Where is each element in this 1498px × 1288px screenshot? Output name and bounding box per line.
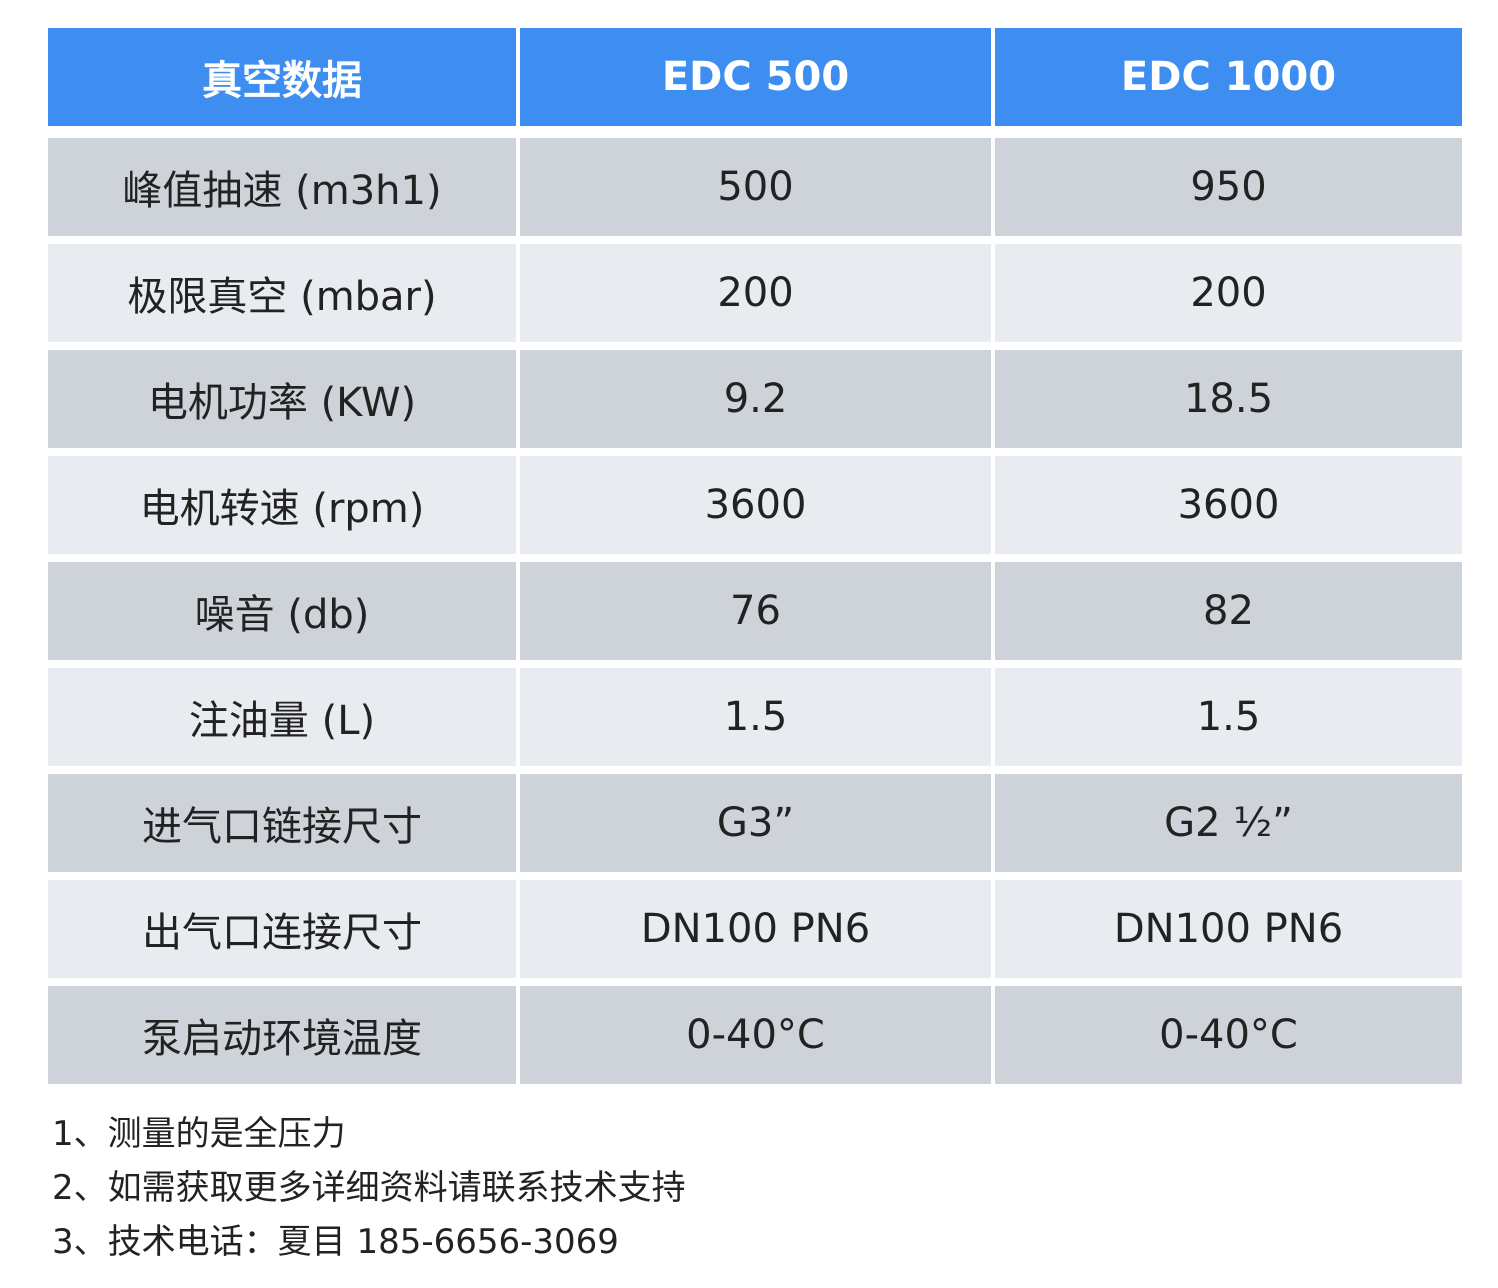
- row-value-edc500: 0-40°C: [520, 986, 991, 1084]
- row-label: 进气口链接尺寸: [48, 774, 516, 872]
- table-row: 噪音 (db) 76 82: [48, 562, 1462, 660]
- header-cell-edc500: EDC 500: [520, 28, 991, 126]
- footnote-item: 2、如需获取更多详细资料请联系技术支持: [52, 1168, 686, 1208]
- row-value-edc1000: 1.5: [995, 668, 1462, 766]
- header-cell-parameter: 真空数据: [48, 28, 516, 126]
- row-value-edc1000: 950: [995, 138, 1462, 236]
- footnote-item: 1、测量的是全压力: [52, 1114, 346, 1154]
- row-value-edc500: 200: [520, 244, 991, 342]
- row-label: 极限真空 (mbar): [48, 244, 516, 342]
- table-row: 出气口连接尺寸 DN100 PN6 DN100 PN6: [48, 880, 1462, 978]
- row-label: 泵启动环境温度: [48, 986, 516, 1084]
- table-row: 电机功率 (KW) 9.2 18.5: [48, 350, 1462, 448]
- row-value-edc500: 500: [520, 138, 991, 236]
- table-row: 注油量 (L) 1.5 1.5: [48, 668, 1462, 766]
- table-row: 极限真空 (mbar) 200 200: [48, 244, 1462, 342]
- table-row: 电机转速 (rpm) 3600 3600: [48, 456, 1462, 554]
- row-value-edc1000: 0-40°C: [995, 986, 1462, 1084]
- row-value-edc1000: 18.5: [995, 350, 1462, 448]
- row-label: 噪音 (db): [48, 562, 516, 660]
- row-label: 电机转速 (rpm): [48, 456, 516, 554]
- row-value-edc500: 76: [520, 562, 991, 660]
- row-value-edc1000: DN100 PN6: [995, 880, 1462, 978]
- row-label: 峰值抽速 (m3h1): [48, 138, 516, 236]
- footnote-item: 3、技术电话：夏目 185-6656-3069: [52, 1222, 619, 1262]
- row-value-edc1000: 200: [995, 244, 1462, 342]
- row-value-edc1000: 82: [995, 562, 1462, 660]
- header-cell-edc1000: EDC 1000: [995, 28, 1462, 126]
- row-label: 电机功率 (KW): [48, 350, 516, 448]
- row-value-edc500: DN100 PN6: [520, 880, 991, 978]
- table-header-row: 真空数据 EDC 500 EDC 1000: [48, 28, 1462, 126]
- row-value-edc500: 1.5: [520, 668, 991, 766]
- footnotes: 1、测量的是全压力 2、如需获取更多详细资料请联系技术支持 3、技术电话：夏目 …: [52, 1110, 1452, 1272]
- row-label: 出气口连接尺寸: [48, 880, 516, 978]
- row-value-edc500: 9.2: [520, 350, 991, 448]
- row-value-edc1000: G2 ½”: [995, 774, 1462, 872]
- row-value-edc1000: 3600: [995, 456, 1462, 554]
- table-row: 进气口链接尺寸 G3” G2 ½”: [48, 774, 1462, 872]
- row-value-edc500: 3600: [520, 456, 991, 554]
- row-value-edc500: G3”: [520, 774, 991, 872]
- row-label: 注油量 (L): [48, 668, 516, 766]
- spec-table: 真空数据 EDC 500 EDC 1000 峰值抽速 (m3h1) 500 95…: [48, 28, 1462, 1084]
- table-row: 泵启动环境温度 0-40°C 0-40°C: [48, 986, 1462, 1084]
- table-row: 峰值抽速 (m3h1) 500 950: [48, 138, 1462, 236]
